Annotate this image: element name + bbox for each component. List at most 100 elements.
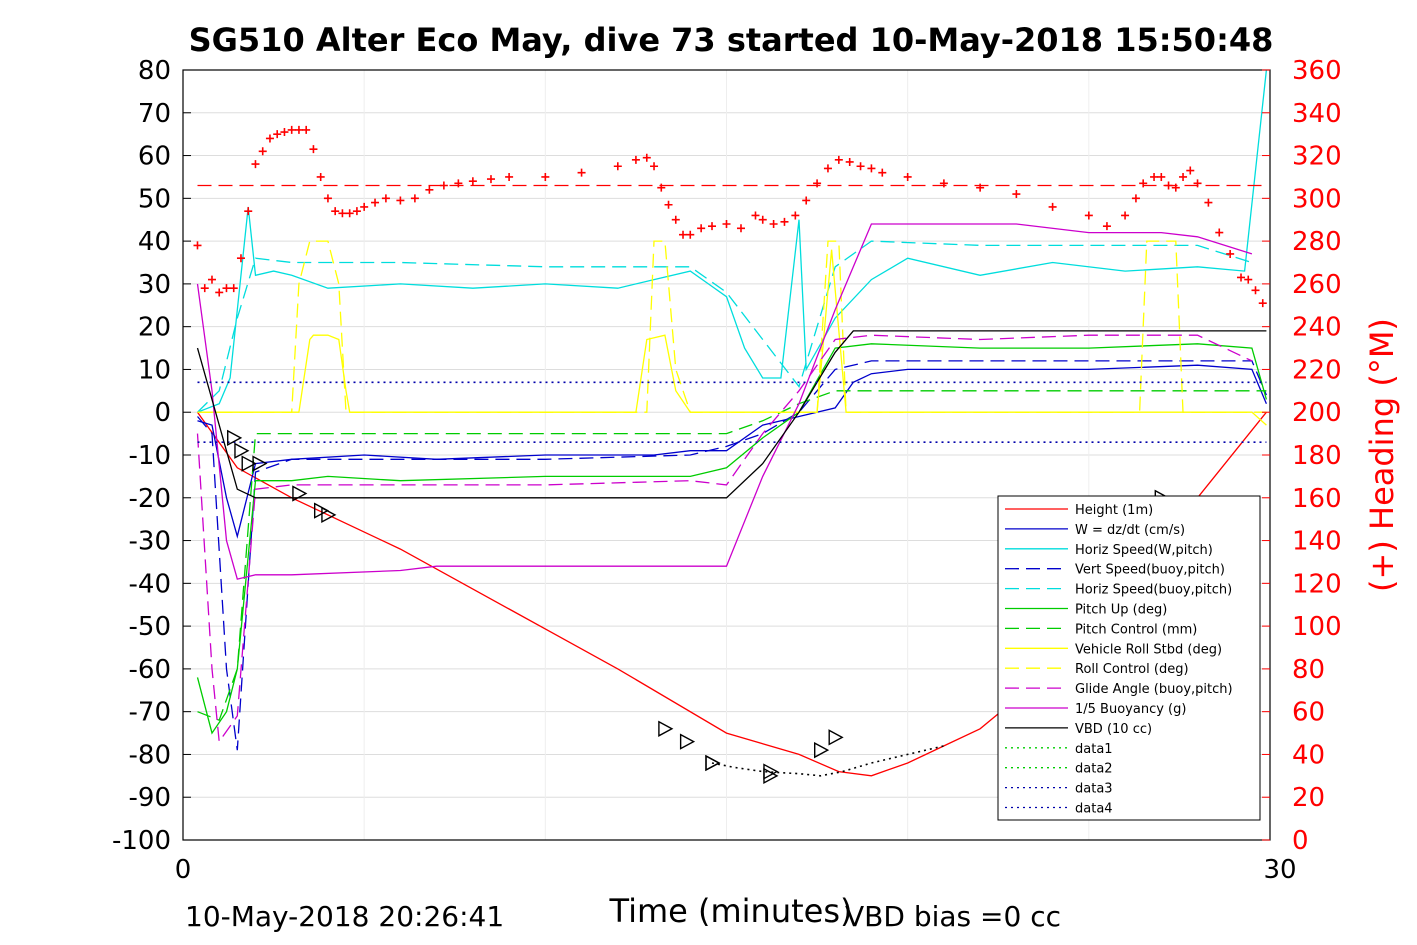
triangle-marker (658, 720, 674, 737)
series-horiz-speed-w-pitch (197, 69, 1268, 413)
heading-point (813, 179, 822, 188)
heading-point (1150, 172, 1159, 181)
heading-point (845, 157, 854, 166)
x-tick-0: 0 (175, 855, 192, 885)
y-tick-label: -100 (112, 826, 171, 856)
y-tick-label: 40 (138, 227, 171, 257)
heading-point (823, 164, 832, 173)
right-axis-ticks: 3603403203002802602402202001801601401201… (1262, 56, 1342, 856)
triangle-marker (252, 455, 268, 472)
heading-point (207, 275, 216, 284)
heading-point (769, 220, 778, 228)
heading-point (258, 147, 267, 156)
heading-point (867, 164, 876, 173)
y-tick-label: 10 (138, 355, 171, 385)
legend-item-label: data1 (1075, 742, 1113, 757)
series-w-dz-dt-cm-s (197, 364, 1267, 539)
y2-tick-label: 280 (1292, 227, 1342, 257)
series-vehicle-roll-stbd-deg (197, 249, 1267, 426)
heading-point (309, 145, 318, 154)
legend-item-label: Glide Angle (buoy,pitch) (1075, 682, 1233, 697)
y-tick-label: -40 (129, 569, 171, 599)
left-axis-ticks: 80 70 60 50 40 30 20 10 0 -10 -20 -30 -40 -50 -60 -70 -8… (112, 56, 191, 856)
heading-point (294, 125, 303, 134)
heading-point (631, 155, 640, 164)
height-black-dotted (711, 745, 945, 777)
heading-point (1215, 228, 1224, 237)
heading-point (1121, 211, 1130, 220)
y-tick-label: 20 (138, 313, 171, 343)
legend-item-label: Vert Speed(buoy,pitch) (1075, 563, 1225, 578)
footer-vbd-bias: VBD bias =0 cc (845, 900, 1061, 933)
right-axis-label: (+) Heading (°M) (1363, 318, 1401, 592)
triangle-marker (814, 741, 830, 759)
y2-tick-label: 140 (1292, 527, 1342, 557)
heading-point (1084, 211, 1093, 220)
series-pitch-control-mm (197, 390, 1267, 722)
y2-tick-label: 260 (1292, 270, 1342, 300)
heading-point (856, 162, 865, 171)
heading-point (780, 217, 789, 226)
y-tick-label: 0 (154, 398, 171, 428)
heading-point (1226, 249, 1235, 258)
heading-point (577, 168, 586, 177)
heading-point (791, 211, 800, 220)
triangle-marker (705, 754, 721, 772)
legend-item-label: data2 (1075, 762, 1113, 777)
heading-point (1251, 286, 1260, 295)
heading-point (1179, 172, 1188, 181)
heading-point (708, 222, 717, 231)
x-axis-label: Time (minutes) (609, 892, 853, 930)
y2-tick-label: 200 (1292, 398, 1342, 428)
y-tick-label: -10 (129, 441, 171, 471)
heading-point (244, 207, 253, 216)
legend-item-label: Pitch Control (mm) (1075, 622, 1197, 637)
heading-point (439, 181, 448, 190)
heading-point (758, 215, 767, 224)
legend-box (997, 495, 1261, 821)
heading-point (686, 230, 695, 239)
legend-item-label: Vehicle Roll Stbd (deg) (1075, 642, 1222, 657)
heading-point (1012, 190, 1021, 199)
heading-point (1204, 198, 1213, 207)
heading-point (903, 172, 912, 181)
y2-tick-label: 0 (1292, 826, 1309, 856)
heading-point (642, 153, 651, 162)
triangle-marker (227, 429, 243, 447)
series-glide-angle-buoy-pitch (196, 334, 1253, 744)
heading-point (802, 196, 811, 205)
heading-point (360, 202, 369, 211)
legend-item-label: Height (1m) (1075, 503, 1153, 518)
triangle-marker (321, 506, 337, 524)
heading-point (664, 200, 673, 209)
legend-item-label: Pitch Up (deg) (1075, 603, 1167, 618)
heading-point (613, 162, 622, 171)
heading-point (280, 128, 289, 137)
y2-tick-label: 120 (1292, 569, 1342, 599)
y2-tick-label: 40 (1292, 740, 1325, 770)
y2-tick-label: 320 (1292, 142, 1342, 172)
heading-point (331, 207, 340, 216)
legend-item-label: Roll Control (deg) (1075, 662, 1189, 677)
series-roll-control-deg (197, 240, 1267, 413)
heading-point (345, 209, 354, 218)
heading-point (878, 168, 887, 177)
heading-point (1186, 166, 1195, 175)
heading-point (352, 207, 361, 216)
legend-item-label: data3 (1075, 782, 1113, 797)
heading-point (193, 241, 202, 250)
heading-point (722, 220, 731, 228)
heading-point (1237, 273, 1246, 282)
heading-point (316, 172, 325, 181)
chart-title: SG510 Alter Eco May, dive 73 started 10-… (189, 21, 1274, 59)
heading-point (1048, 202, 1057, 211)
y-tick-label: 60 (138, 142, 171, 172)
legend-item-label: VBD (10 cc) (1075, 722, 1152, 737)
heading-series (193, 125, 1267, 308)
heading-point (1139, 179, 1148, 188)
triangle-marker (828, 729, 844, 746)
series-horiz-speed-buoy-pitch (197, 240, 1253, 413)
heading-point (751, 211, 760, 220)
series-1-5-buoyancy-g (196, 223, 1253, 580)
